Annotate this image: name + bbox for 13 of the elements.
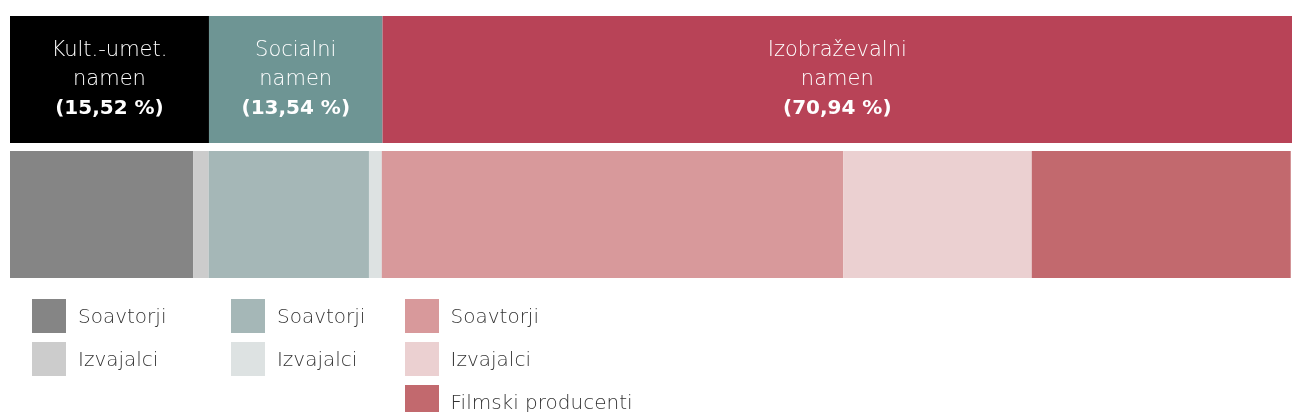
data-label: (70,94 %): [783, 95, 892, 119]
legend-label: Izvajalci: [276, 346, 358, 371]
data-label: (13,54 %): [241, 95, 351, 119]
series-label: Izobraževalni namen: [767, 37, 907, 90]
data-label: (15,52 %): [55, 95, 164, 119]
legend-label: Soavtorji: [450, 303, 539, 328]
legend-label: Izvajalci: [450, 346, 531, 371]
legend-label: Izvajalci: [78, 346, 159, 371]
legend-label: Soavtorji: [78, 303, 167, 328]
series-label: Socialni namen: [255, 37, 337, 90]
legend-label: Filmski producenti: [450, 389, 633, 412]
legend-label: Soavtorji: [276, 303, 366, 328]
series-label: Kult.-umet. namen: [51, 37, 168, 90]
